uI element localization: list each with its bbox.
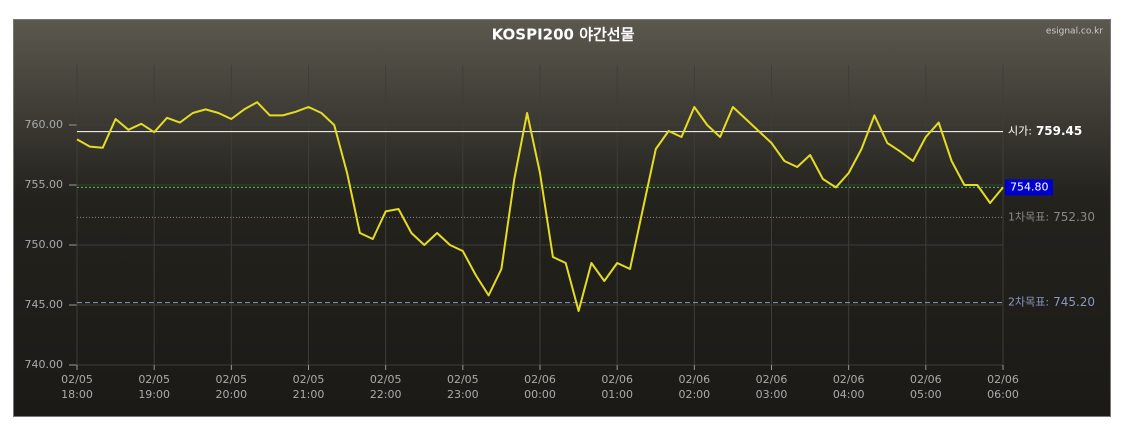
level-value: 745.20: [1053, 295, 1095, 309]
level-label: 시가:: [1008, 125, 1032, 138]
y-tick-label: 750.00: [25, 238, 64, 251]
x-tick-label: 02/05 23:00: [447, 373, 479, 401]
x-tick-label: 02/06 02:00: [678, 373, 710, 401]
chart-title: KOSPI200 야간선물: [492, 26, 635, 44]
y-tick-label: 760.00: [25, 118, 64, 131]
x-tick-label: 02/05 21:00: [293, 373, 325, 401]
level-value: 759.45: [1036, 124, 1082, 138]
level-value: 754.80: [1010, 180, 1049, 193]
x-tick-label: 02/06 03:00: [756, 373, 788, 401]
x-tick-label: 02/06 06:00: [987, 373, 1019, 401]
level-value: 752.30: [1053, 210, 1095, 224]
x-tick-label: 02/05 20:00: [215, 373, 247, 401]
chart-background: [13, 19, 1111, 417]
y-tick-label: 745.00: [25, 298, 64, 311]
watermark: esignal.co.kr: [1046, 27, 1103, 37]
level-label: 1차목표:: [1008, 210, 1049, 223]
x-tick-label: 02/06 00:00: [524, 373, 556, 401]
x-tick-label: 02/05 18:00: [61, 373, 93, 401]
x-tick-label: 02/06 05:00: [910, 373, 942, 401]
x-tick-label: 02/06 04:00: [833, 373, 865, 401]
level-box: [1005, 179, 1053, 196]
y-tick-label: 740.00: [25, 358, 64, 371]
price-line: [76, 101, 1004, 312]
y-tick-label: 755.00: [25, 178, 64, 191]
x-tick-label: 02/06 01:00: [601, 373, 633, 401]
level-label: 2차목표:: [1008, 296, 1049, 309]
x-tick-label: 02/05 19:00: [138, 373, 170, 401]
x-tick-label: 02/05 22:00: [370, 373, 402, 401]
